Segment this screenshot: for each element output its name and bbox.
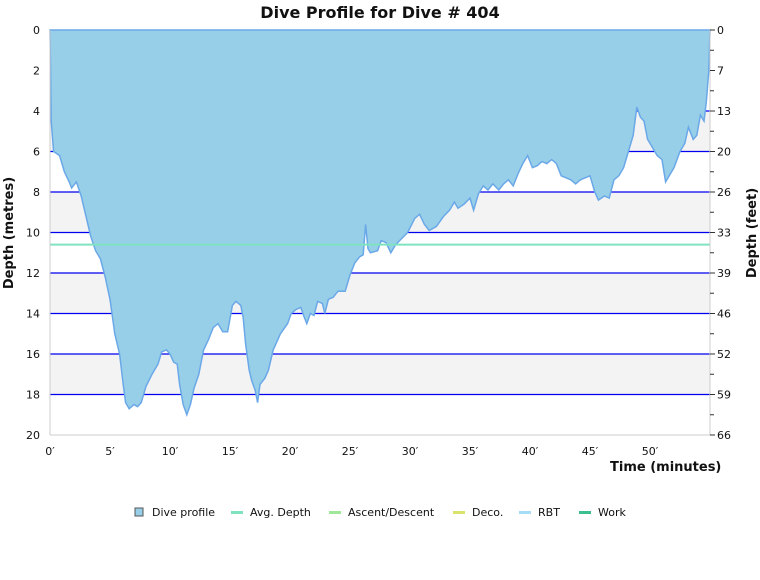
legend-swatch <box>579 511 591 514</box>
y-tick-label: 14 <box>26 308 40 321</box>
x-tick-label: 45′ <box>582 445 599 458</box>
y-right-tick-label: 26 <box>717 186 731 199</box>
y-right-tick-label: 7 <box>717 65 724 78</box>
legend-swatch <box>231 511 243 514</box>
x-tick-label: 50′ <box>642 445 659 458</box>
y-right-tick-label: 13 <box>717 105 731 118</box>
y-tick-label: 18 <box>26 389 40 402</box>
y-tick-label: 6 <box>33 146 40 159</box>
legend-label: Ascent/Descent <box>348 506 435 519</box>
grid-band <box>50 354 710 395</box>
y-axis-label: Depth (metres) <box>2 177 17 289</box>
legend-label: RBT <box>538 506 560 519</box>
x-tick-label: 30′ <box>402 445 419 458</box>
legend-swatch <box>453 511 465 514</box>
y-tick-label: 10 <box>26 227 40 240</box>
x-tick-label: 40′ <box>522 445 539 458</box>
y-right-tick-label: 52 <box>717 348 731 361</box>
legend-swatch <box>519 511 531 514</box>
y-right-tick-label: 66 <box>717 429 731 442</box>
y-right-tick-label: 59 <box>717 389 731 402</box>
legend-swatch <box>329 511 341 514</box>
dive-profile-area <box>49 29 711 418</box>
y-right-tick-label: 0 <box>717 24 724 37</box>
y-tick-label: 16 <box>26 348 40 361</box>
x-tick-label: 35′ <box>462 445 479 458</box>
y-right-tick-label: 33 <box>717 227 731 240</box>
y-tick-label: 20 <box>26 429 40 442</box>
chart-title: Dive Profile for Dive # 404 <box>260 3 499 22</box>
y-right-tick-label: 20 <box>717 146 731 159</box>
y-tick-label: 4 <box>33 105 40 118</box>
legend-swatch-dive-profile <box>134 507 144 517</box>
x-tick-label: 0′ <box>45 445 55 458</box>
x-tick-label: 25′ <box>342 445 359 458</box>
y-right-tick-label: 39 <box>717 267 731 280</box>
y-tick-label: 8 <box>33 186 40 199</box>
y-tick-label: 0 <box>33 24 40 37</box>
x-tick-label: 10′ <box>162 445 179 458</box>
y-axis-right-label: Depth (feet) <box>745 188 760 278</box>
y-tick-label: 2 <box>33 65 40 78</box>
legend-label: Deco. <box>472 506 503 519</box>
y-tick-label: 12 <box>26 267 40 280</box>
y-right-tick-label: 46 <box>717 308 731 321</box>
legend-label: Avg. Depth <box>250 506 311 519</box>
x-tick-label: 5′ <box>105 445 115 458</box>
legend-label: Dive profile <box>152 506 215 519</box>
x-tick-label: 20′ <box>282 445 299 458</box>
x-axis-label: Time (minutes) <box>610 460 721 475</box>
legend-label: Work <box>598 506 626 519</box>
x-tick-label: 15′ <box>222 445 239 458</box>
